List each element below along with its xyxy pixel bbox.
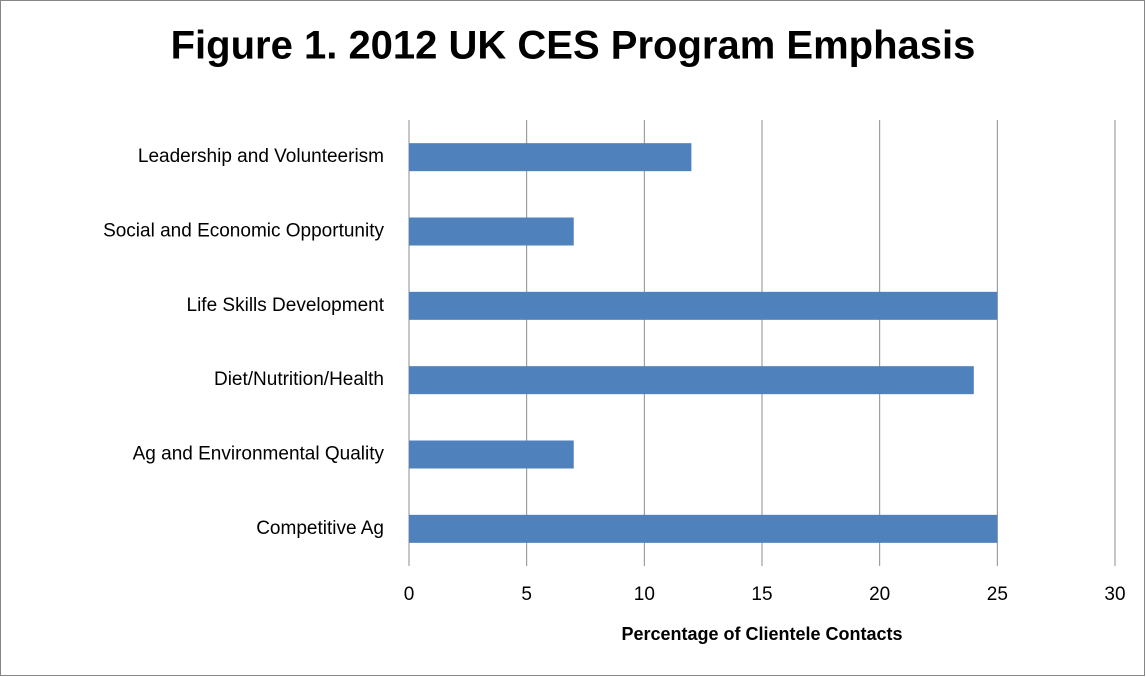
chart-title: Figure 1. 2012 UK CES Program Emphasis [171, 24, 976, 68]
y-tick-label: Leadership and Volunteerism [138, 146, 384, 167]
x-tick-label: 10 [634, 584, 655, 605]
bar [409, 514, 998, 543]
x-tick-label: 5 [521, 584, 532, 605]
y-tick-label: Life Skills Development [187, 295, 385, 316]
bar [409, 440, 574, 469]
y-tick-label: Ag and Environmental Quality [133, 444, 385, 465]
x-tick-label: 20 [869, 584, 890, 605]
x-tick-label: 25 [987, 584, 1008, 605]
y-tick-label: Diet/Nutrition/Health [214, 369, 384, 390]
x-tick-label: 15 [751, 584, 772, 605]
x-axis-title: Percentage of Clientele Contacts [621, 624, 902, 644]
x-tick-label: 30 [1104, 584, 1125, 605]
bar [409, 366, 974, 395]
bar [409, 291, 998, 320]
x-tick-label: 0 [404, 584, 415, 605]
bar [409, 143, 692, 172]
y-tick-label: Competitive Ag [256, 518, 384, 539]
y-tick-label: Social and Economic Opportunity [103, 221, 384, 242]
bar [409, 217, 574, 246]
